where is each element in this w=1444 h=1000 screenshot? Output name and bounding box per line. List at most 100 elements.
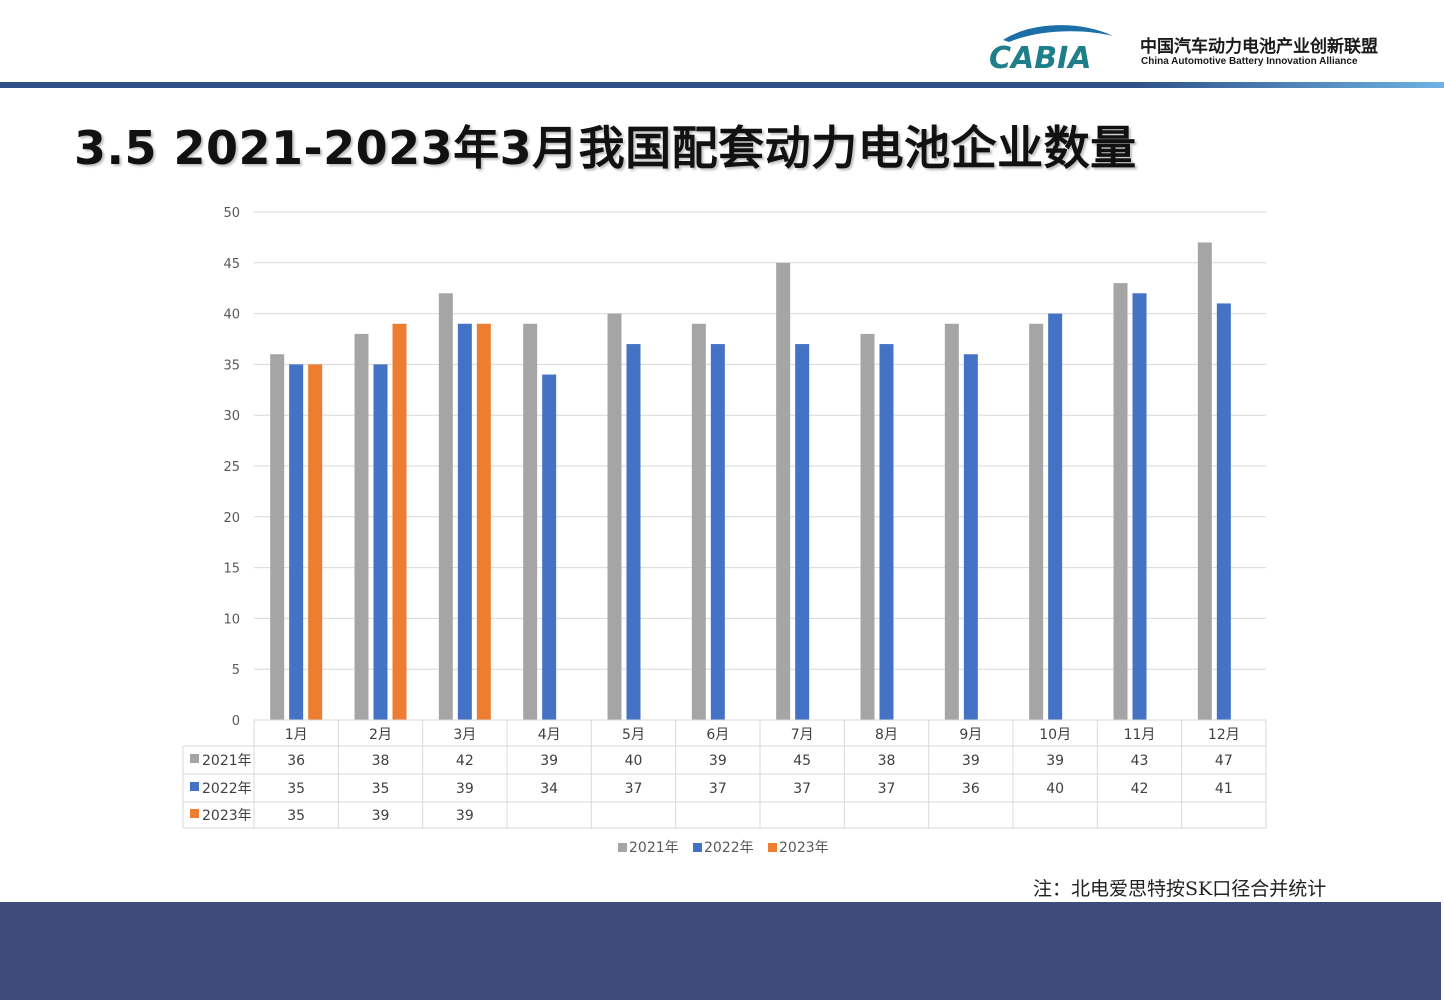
table-cell-value: 40 bbox=[1046, 781, 1064, 797]
x-category-label: 4月 bbox=[538, 727, 561, 743]
bar-2022年-12月 bbox=[1216, 303, 1231, 720]
y-tick-label: 35 bbox=[223, 358, 240, 373]
table-cell-value: 42 bbox=[1131, 781, 1149, 797]
x-category-label: 3月 bbox=[453, 727, 476, 743]
table-cell-value: 45 bbox=[793, 753, 811, 769]
bar-2021年-10月 bbox=[1029, 323, 1044, 720]
y-tick-label: 30 bbox=[223, 409, 240, 424]
x-category-label: 8月 bbox=[875, 727, 898, 743]
bar-2021年-5月 bbox=[607, 313, 622, 720]
x-category-label: 1月 bbox=[285, 727, 308, 743]
table-cell-value: 39 bbox=[540, 753, 558, 769]
bar-2022年-6月 bbox=[710, 344, 725, 720]
table-cell-value: 38 bbox=[878, 753, 896, 769]
bar-2022年-4月 bbox=[542, 374, 557, 720]
footer-band bbox=[0, 902, 1441, 1000]
y-tick-label: 20 bbox=[223, 511, 240, 526]
bar-2021年-4月 bbox=[523, 323, 538, 720]
footnote: 注：北电爱思特按SK口径合并统计 bbox=[1033, 878, 1327, 900]
cabia-logo-mark: CABIA bbox=[989, 25, 1113, 76]
x-category-label: 9月 bbox=[959, 727, 982, 743]
bar-2022年-7月 bbox=[795, 344, 810, 720]
cabia-logo: CABIA 中国汽车动力电池产业创新联盟 China Automotive Ba… bbox=[985, 20, 1405, 76]
bar-2022年-3月 bbox=[457, 323, 472, 720]
y-tick-label: 5 bbox=[232, 663, 240, 678]
y-tick-label: 25 bbox=[223, 460, 240, 475]
table-cell-value: 37 bbox=[709, 781, 727, 797]
bar-2022年-9月 bbox=[963, 354, 978, 720]
bar-2021年-8月 bbox=[860, 333, 875, 720]
table-cell-value: 35 bbox=[372, 781, 390, 797]
table-cell-value: 39 bbox=[456, 781, 474, 797]
table-cell-value: 36 bbox=[962, 781, 980, 797]
table-cell-value: 40 bbox=[625, 753, 643, 769]
y-tick-label: 10 bbox=[223, 612, 240, 627]
table-cell-value: 41 bbox=[1215, 781, 1233, 797]
table-cell-value: 43 bbox=[1131, 753, 1149, 769]
y-axis-tick-labels: 0 5 10 15 20 25 30 35 40 45 50 bbox=[223, 206, 240, 729]
bar-2022年-8月 bbox=[879, 344, 894, 720]
legend-label: 2021年 bbox=[629, 840, 679, 856]
table-cell-value: 38 bbox=[372, 753, 390, 769]
table-series-label: 2022年 bbox=[202, 781, 252, 797]
legend-swatch bbox=[618, 843, 627, 852]
x-category-label: 10月 bbox=[1039, 727, 1071, 743]
bar-2023年-2月 bbox=[392, 323, 407, 720]
x-category-label: 2月 bbox=[369, 727, 392, 743]
y-tick-label: 45 bbox=[223, 257, 240, 272]
table-series-label: 2023年 bbox=[202, 808, 252, 824]
table-cell-value: 39 bbox=[962, 753, 980, 769]
chart-gridlines bbox=[254, 211, 1266, 721]
table-cell-value: 35 bbox=[287, 808, 305, 824]
header-rule bbox=[0, 82, 1444, 88]
y-tick-label: 15 bbox=[223, 562, 240, 577]
table-cell-value: 36 bbox=[287, 753, 305, 769]
bar-2021年-6月 bbox=[691, 323, 706, 720]
org-name-cn: 中国汽车动力电池产业创新联盟 bbox=[1140, 37, 1378, 57]
bar-2021年-1月 bbox=[270, 354, 285, 720]
legend-swatch bbox=[768, 843, 777, 852]
legend-label: 2023年 bbox=[779, 840, 829, 856]
bar-2021年-9月 bbox=[944, 323, 959, 720]
bar-2022年-2月 bbox=[373, 364, 388, 720]
y-tick-label: 50 bbox=[223, 206, 240, 221]
table-series-swatch bbox=[190, 782, 199, 791]
bar-2023年-3月 bbox=[476, 323, 491, 720]
table-cell-value: 39 bbox=[372, 808, 390, 824]
x-category-label: 7月 bbox=[791, 727, 814, 743]
logo-wordmark: CABIA bbox=[989, 41, 1091, 76]
x-category-label: 6月 bbox=[706, 727, 729, 743]
bar-2022年-10月 bbox=[1048, 313, 1063, 720]
bar-2021年-7月 bbox=[776, 262, 791, 720]
table-cell-value: 47 bbox=[1215, 753, 1233, 769]
page-title: 3.5 2021-2023年3月我国配套动力电池企业数量 bbox=[74, 121, 1137, 175]
chart-bars bbox=[270, 242, 1231, 721]
table-cell-value: 37 bbox=[878, 781, 896, 797]
bar-2021年-11月 bbox=[1113, 283, 1128, 720]
table-series-label: 2021年 bbox=[202, 753, 252, 769]
bar-2022年-11月 bbox=[1132, 293, 1147, 720]
chart-legend: 2021年 2022年 2023年 bbox=[618, 840, 829, 856]
bar-2021年-12月 bbox=[1197, 242, 1212, 721]
table-cell-value: 39 bbox=[709, 753, 727, 769]
table-cell-value: 37 bbox=[625, 781, 643, 797]
y-tick-label: 40 bbox=[223, 308, 240, 323]
legend-label: 2022年 bbox=[704, 840, 754, 856]
table-series-swatch bbox=[190, 754, 199, 763]
table-cell-value: 34 bbox=[540, 781, 558, 797]
table-cell-value: 39 bbox=[1046, 753, 1064, 769]
chart-data-table: 1月 2月 3月 4月 5月 6月 7月 8月 9月 10月 11月 12月 2021年 36 38 42 39… bbox=[182, 719, 1267, 829]
legend-swatch bbox=[693, 843, 702, 852]
x-category-label: 11月 bbox=[1124, 727, 1156, 743]
table-series-swatch bbox=[190, 809, 199, 818]
x-category-label: 5月 bbox=[622, 727, 645, 743]
table-cell-value: 37 bbox=[793, 781, 811, 797]
table-cell-value: 42 bbox=[456, 753, 474, 769]
org-name-en: China Automotive Battery Innovation Alli… bbox=[1141, 56, 1358, 67]
x-category-label: 12月 bbox=[1208, 727, 1240, 743]
bar-2023年-1月 bbox=[308, 364, 323, 720]
table-cell-value: 35 bbox=[287, 781, 305, 797]
table-cell-value: 39 bbox=[456, 808, 474, 824]
bar-2022年-5月 bbox=[626, 344, 641, 720]
